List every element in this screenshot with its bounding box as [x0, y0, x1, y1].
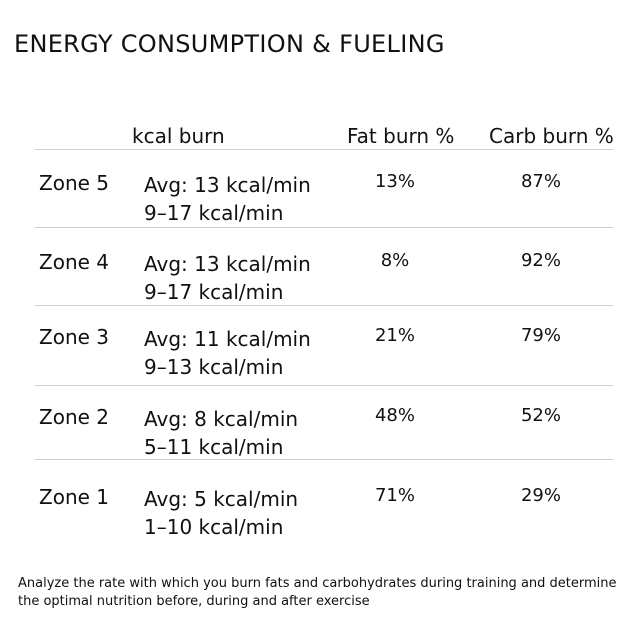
kcal-avg: Avg: 13 kcal/min	[144, 173, 311, 197]
zone-label: Zone 2	[39, 405, 109, 429]
table-divider	[35, 459, 613, 460]
zone-label: Zone 1	[39, 485, 109, 509]
kcal-range: 5–11 kcal/min	[144, 435, 284, 459]
fat-percent: 21%	[374, 325, 415, 346]
table-row: Zone 1 Avg: 5 kcal/min 1–10 kcal/min 71%…	[35, 464, 613, 542]
table-divider	[35, 305, 613, 306]
fat-percent: 48%	[374, 405, 415, 426]
zone-label: Zone 4	[39, 250, 109, 274]
header-carb-burn: Carb burn %	[489, 124, 614, 148]
table-row: Zone 5 Avg: 13 kcal/min 9–17 kcal/min 13…	[35, 150, 613, 228]
kcal-values: Avg: 8 kcal/min 5–11 kcal/min	[144, 405, 298, 461]
kcal-values: Avg: 13 kcal/min 9–17 kcal/min	[144, 250, 311, 306]
fat-percent: 71%	[374, 485, 415, 506]
header-fat-burn: Fat burn %	[347, 124, 455, 148]
table-row: Zone 3 Avg: 11 kcal/min 9–13 kcal/min 21…	[35, 304, 613, 382]
footer-description: Analyze the rate with which you burn fat…	[18, 576, 617, 609]
kcal-range: 9–17 kcal/min	[144, 201, 284, 225]
carb-percent: 52%	[520, 405, 561, 426]
kcal-values: Avg: 11 kcal/min 9–13 kcal/min	[144, 325, 311, 381]
zone-label: Zone 5	[39, 171, 109, 195]
table-divider	[35, 149, 613, 150]
fat-percent: 8%	[380, 250, 410, 271]
carb-percent: 79%	[520, 325, 561, 346]
table-divider	[35, 385, 613, 386]
carb-percent: 87%	[520, 171, 561, 192]
table-row: Zone 2 Avg: 8 kcal/min 5–11 kcal/min 48%…	[35, 384, 613, 462]
kcal-avg: Avg: 11 kcal/min	[144, 327, 311, 351]
kcal-values: Avg: 13 kcal/min 9–17 kcal/min	[144, 171, 311, 227]
kcal-avg: Avg: 8 kcal/min	[144, 407, 299, 431]
page-title: ENERGY CONSUMPTION & FUELING	[14, 30, 445, 58]
kcal-avg: Avg: 13 kcal/min	[144, 252, 311, 276]
kcal-range: 1–10 kcal/min	[144, 515, 284, 539]
table-row: Zone 4 Avg: 13 kcal/min 9–17 kcal/min 8%…	[35, 229, 613, 307]
carb-percent: 92%	[520, 250, 561, 271]
table-divider	[35, 227, 613, 228]
kcal-avg: Avg: 5 kcal/min	[144, 487, 299, 511]
zone-label: Zone 3	[39, 325, 109, 349]
kcal-range: 9–13 kcal/min	[144, 355, 284, 379]
kcal-range: 9–17 kcal/min	[144, 280, 284, 304]
fat-percent: 13%	[374, 171, 415, 192]
kcal-values: Avg: 5 kcal/min 1–10 kcal/min	[144, 485, 298, 541]
carb-percent: 29%	[520, 485, 561, 506]
header-kcal-burn: kcal burn	[132, 124, 225, 148]
